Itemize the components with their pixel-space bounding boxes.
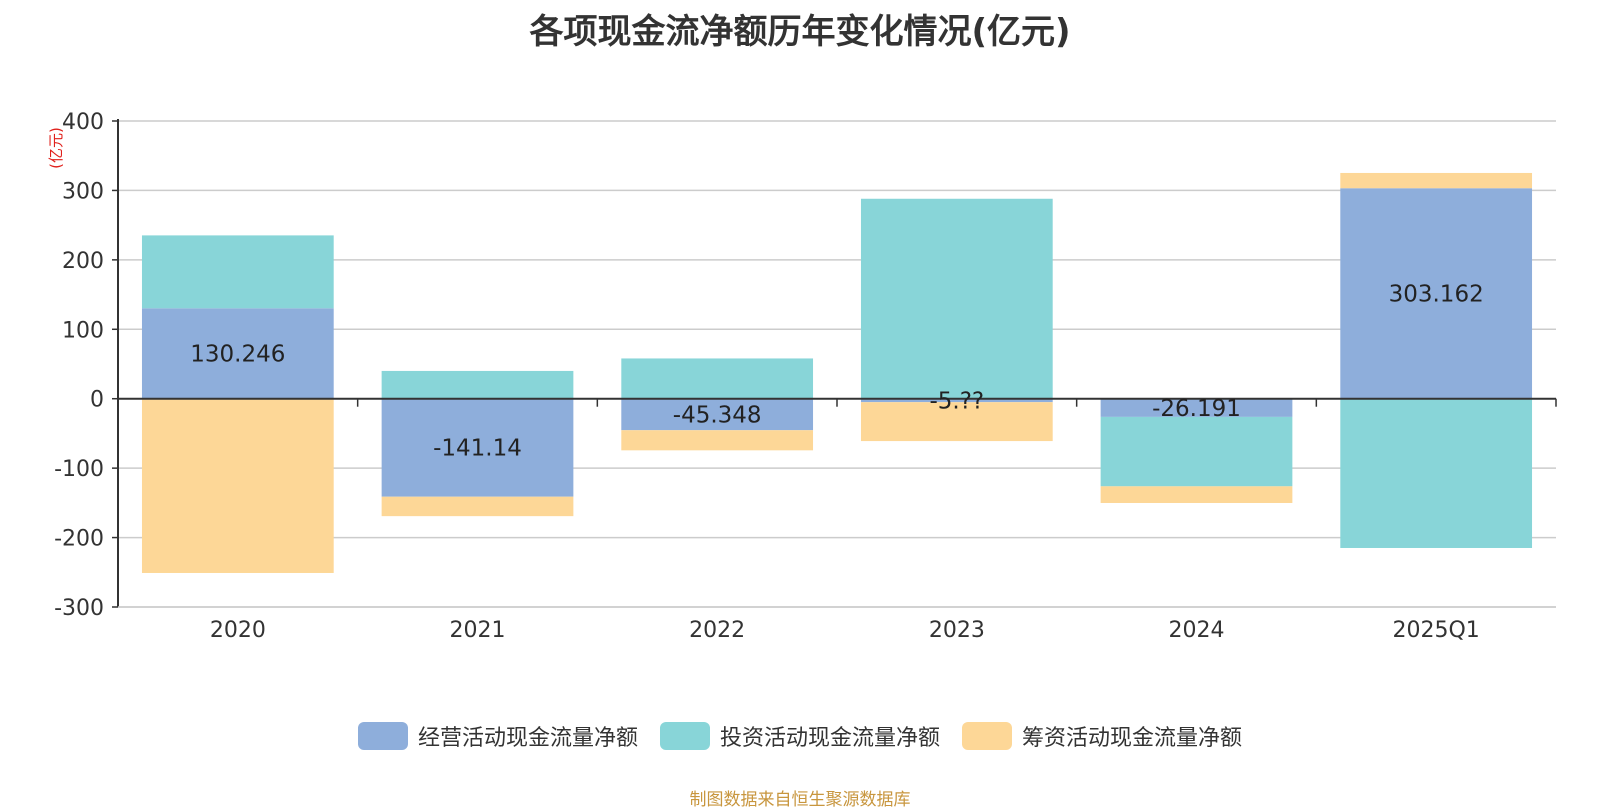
bar-2021-series3 — [381, 496, 574, 517]
y-tick-label: 300 — [62, 179, 104, 204]
x-tick-label: 2020 — [210, 618, 266, 643]
y-tick-label: 0 — [90, 388, 104, 413]
bar-2025Q1-series2 — [1340, 398, 1533, 548]
y-axis-unit-label: (亿元) — [47, 127, 65, 169]
bar-2025Q1-series1 — [1340, 188, 1533, 399]
legend-label: 投资活动现金流量净额 — [719, 726, 940, 751]
data-label: 130.246 — [190, 342, 285, 368]
bar-2023-series2 — [860, 198, 1053, 399]
x-tick-label: 2023 — [929, 618, 985, 643]
data-label: 303.162 — [1389, 281, 1484, 307]
y-tick-label: 100 — [62, 318, 104, 343]
bar-2022-series2 — [621, 358, 814, 399]
x-tick-label: 2024 — [1169, 618, 1225, 643]
legend-item[interactable]: 投资活动现金流量净额 — [659, 720, 940, 752]
bar-2024-series2 — [1100, 416, 1293, 487]
bar-2020-series3 — [141, 398, 334, 573]
bar-2020-series2 — [141, 235, 334, 309]
y-tick-label: -300 — [54, 596, 104, 621]
legend-swatch — [962, 722, 1012, 750]
data-label: -141.14 — [433, 436, 522, 462]
bar-2024-series3 — [1100, 486, 1293, 503]
bar-2020-series1 — [141, 308, 334, 399]
bar-2021-series2 — [381, 370, 574, 399]
bar-2023-series3 — [860, 402, 1053, 442]
legend-item[interactable]: 筹资活动现金流量净额 — [962, 720, 1242, 752]
y-tick-label: 400 — [62, 110, 104, 135]
bar-2025Q1-series3 — [1340, 172, 1533, 189]
chart-title: 各项现金流净额历年变化情况(亿元) — [529, 12, 1071, 52]
data-label: -45.348 — [673, 402, 762, 428]
data-label: -5.?? — [929, 388, 984, 414]
legend-label: 筹资活动现金流量净额 — [1022, 726, 1243, 751]
x-tick-label: 2021 — [450, 618, 506, 643]
legend-swatch — [659, 722, 710, 750]
bar-2022-series1 — [621, 398, 814, 431]
legend: 经营活动现金流量净额 投资活动现金流量净额 筹资活动现金流量净额 — [0, 720, 1600, 752]
data-label: -26.191 — [1152, 396, 1241, 422]
y-tick-label: -200 — [54, 527, 104, 552]
y-tick-label: -100 — [54, 457, 104, 482]
legend-swatch — [357, 722, 408, 750]
bar-2024-series1 — [1100, 398, 1293, 417]
legend-item[interactable]: 经营活动现金流量净额 — [357, 720, 638, 752]
source-note: 制图数据来自恒生聚源数据库 — [689, 790, 911, 810]
x-tick-label: 2022 — [689, 618, 745, 643]
x-tick-label: 2025Q1 — [1393, 618, 1480, 643]
bar-2021-series1 — [381, 398, 574, 497]
legend-label: 经营活动现金流量净额 — [417, 726, 638, 751]
bar-2023-series1 — [860, 398, 1053, 403]
bar-2022-series3 — [621, 430, 814, 451]
y-tick-label: 200 — [62, 249, 104, 274]
